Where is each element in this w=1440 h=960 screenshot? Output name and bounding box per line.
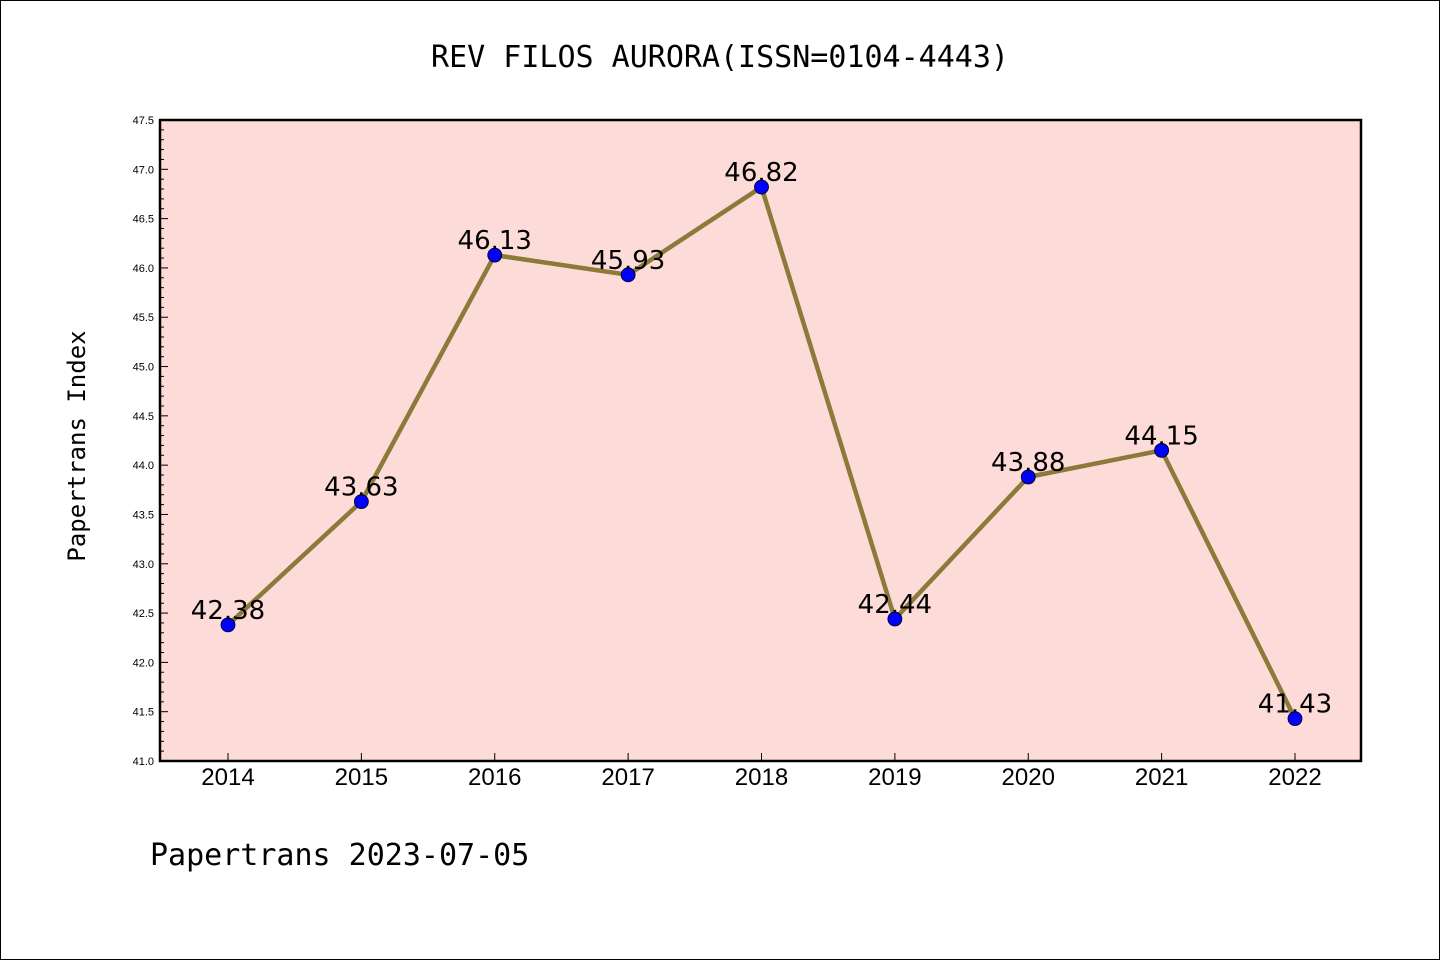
data-point <box>1020 469 1036 485</box>
data-point <box>353 494 369 510</box>
y-axis-label: Papertrans Index <box>63 330 91 561</box>
x-tick-label: 2019 <box>868 764 921 791</box>
x-tick-label: 2015 <box>335 764 388 791</box>
data-point <box>1154 442 1170 458</box>
data-point <box>220 617 236 633</box>
data-label: 43.88 <box>991 448 1065 478</box>
data-label: 43.63 <box>324 473 398 503</box>
plot-border <box>158 118 1363 763</box>
data-point <box>887 611 903 627</box>
data-label: 44.15 <box>1124 421 1198 451</box>
x-tick-label: 2017 <box>601 764 654 791</box>
data-label: 46.82 <box>724 158 798 188</box>
y-tick-label: 45.5 <box>133 312 154 324</box>
y-tick-label: 43.5 <box>133 509 154 521</box>
y-tick-label: 44.5 <box>133 411 154 423</box>
x-axis: 2014 2015 2016 2017 2018 2019 2020 2021 2022 <box>201 753 1322 791</box>
data-label: 45.93 <box>591 246 665 276</box>
y-tick-label: 44.0 <box>133 460 154 472</box>
data-labels: 42.38 43.63 46.13 45.93 46.82 42.44 43.88 44.15… <box>191 158 1332 720</box>
data-label: 42.44 <box>858 590 932 620</box>
plot-area <box>160 120 1361 761</box>
footer-text: Papertrans 2023-07-05 <box>150 838 529 873</box>
data-point <box>1287 711 1303 726</box>
x-tick-label: 2021 <box>1135 764 1188 791</box>
x-tick-label: 2016 <box>468 764 521 791</box>
y-axis: 41.0 41.5 42.0 42.5 43.0 43.5 44.0 44.5 45.0 45.5… <box>133 115 168 768</box>
chart-title: REV FILOS AURORA(ISSN=0104-4443) <box>431 40 1009 75</box>
y-tick-label: 41.5 <box>133 707 154 719</box>
x-tick-label: 2022 <box>1268 764 1321 791</box>
data-point <box>487 247 503 263</box>
data-point <box>620 267 636 283</box>
data-point <box>754 179 769 195</box>
x-tick-label: 2018 <box>735 764 788 791</box>
y-tick-label: 42.0 <box>133 657 154 669</box>
y-tick-label: 47.5 <box>133 115 154 127</box>
y-tick-label: 43.0 <box>133 559 154 571</box>
x-tick-label: 2014 <box>201 764 254 791</box>
data-label: 42.38 <box>191 596 265 626</box>
y-tick-label: 46.5 <box>133 214 154 226</box>
x-tick-label: 2020 <box>1002 764 1055 791</box>
y-tick-label: 45.0 <box>133 362 154 374</box>
y-tick-label: 47.0 <box>133 164 154 176</box>
series-index <box>220 179 1303 726</box>
data-label: 46.13 <box>458 226 532 256</box>
y-tick-label: 42.5 <box>133 608 154 620</box>
data-label: 41.43 <box>1258 690 1332 720</box>
y-tick-label: 41.0 <box>133 756 154 768</box>
y-tick-label: 46.0 <box>133 263 154 275</box>
